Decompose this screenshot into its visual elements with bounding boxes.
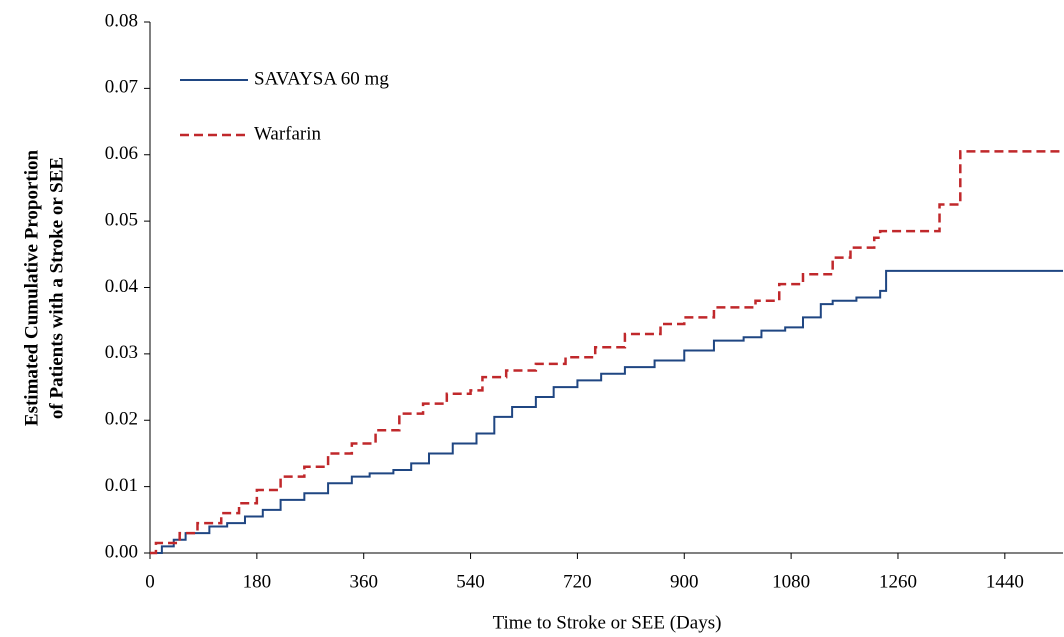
x-axis-label: Time to Stroke or SEE (Days) (493, 612, 722, 633)
legend-label: SAVAYSA 60 mg (254, 68, 389, 89)
y-tick-label: 0.01 (105, 475, 138, 496)
legend-label: Warfarin (254, 123, 322, 144)
x-tick-label: 1080 (772, 571, 810, 592)
series-line (150, 150, 1063, 555)
y-tick-label: 0.02 (105, 409, 138, 430)
x-tick-label: 720 (563, 571, 592, 592)
x-tick-label: 540 (456, 571, 485, 592)
y-tick-label: 0.03 (105, 342, 138, 363)
y-tick-label: 0.07 (105, 77, 138, 98)
y-tick-label: 0.04 (105, 276, 139, 297)
y-axis-label: of Patients with a Stroke or SEE (46, 157, 67, 419)
x-tick-label: 900 (670, 571, 699, 592)
x-tick-label: 0 (145, 571, 155, 592)
series-line (150, 269, 1063, 554)
y-tick-label: 0.05 (105, 209, 138, 230)
x-tick-label: 1260 (879, 571, 917, 592)
y-tick-label: 0.08 (105, 10, 138, 31)
x-tick-label: 360 (349, 571, 378, 592)
y-axis-label: Estimated Cumulative Proportion (21, 149, 42, 426)
y-tick-label: 0.06 (105, 143, 138, 164)
x-tick-label: 1440 (986, 571, 1024, 592)
x-tick-label: 180 (243, 571, 272, 592)
y-tick-label: 0.00 (105, 541, 138, 562)
